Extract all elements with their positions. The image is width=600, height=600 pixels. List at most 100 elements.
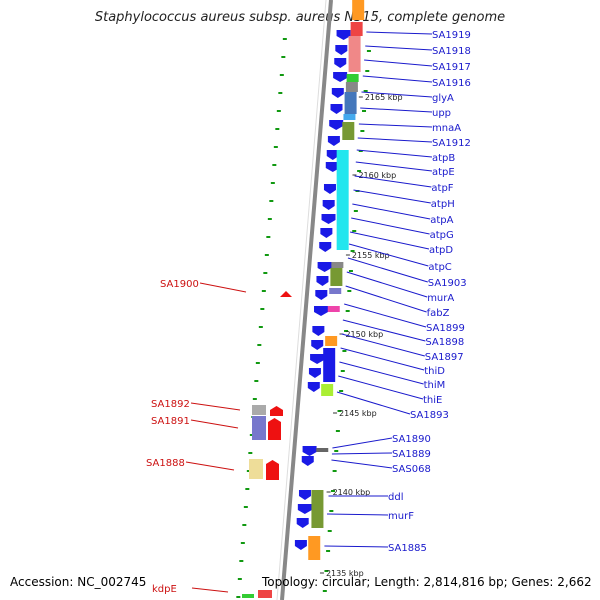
label-leader [351,217,430,235]
ring-dot [337,410,342,412]
ring-dot [353,210,358,212]
gene-label-forward: SA1889 [392,449,431,460]
ring-dot [249,434,254,436]
gene-label-reverse: SA1892 [151,399,190,410]
ring-dot [281,56,286,58]
label-leader [347,257,428,283]
kbp-label: 2140 kbp [333,488,371,497]
cog-block [327,306,340,312]
gene-arrow-forward [329,120,344,130]
ring-dot [366,50,371,52]
ring-dot [269,200,274,202]
gene-arrow-forward [296,518,309,528]
cog-block [321,384,334,396]
ring-dot [260,308,265,310]
gene-label-forward: atpB [432,153,455,164]
ring-dot [360,130,365,132]
ring-dot [365,70,370,72]
gene-label-forward: SA1893 [410,410,449,421]
ring-dot [267,218,272,220]
gene-label-forward: thiE [423,395,442,406]
gene-label-forward: upp [432,108,451,119]
map-title: Staphylococcus aureus subsp. aureus N315… [94,10,506,25]
label-leader [344,303,427,328]
label-leader [190,402,241,411]
ring-dot [263,272,268,274]
ring-dot [270,182,275,184]
label-leader [190,419,239,429]
label-leader [349,231,430,250]
cog-block [343,114,356,120]
gene-arrow-forward [323,184,336,194]
ring-dot [278,92,283,94]
gene-label-forward: atpA [430,215,453,226]
gene-arrow-forward [331,88,344,98]
gene-label-forward: glyA [432,93,454,104]
label-leader [345,285,427,313]
gene-label-reverse: SA1888 [146,458,185,469]
gene-arrow-forward [310,354,325,364]
label-leader [331,459,393,469]
genome-backbone [280,0,333,600]
gene-label-forward: atpH [431,199,455,210]
label-leader [361,91,433,98]
label-leader [362,75,433,83]
label-leader [331,452,393,455]
gene-label-forward: atpE [432,167,455,178]
gene-arrow-forward [335,45,348,55]
label-leader [324,545,389,548]
gene-arrow-forward [320,228,333,238]
gene-arrow-reverse [266,460,279,480]
cog-block [330,268,343,286]
ring-dot [273,146,278,148]
kbp-label: 2145 kbp [339,409,377,418]
cog-block [308,536,321,560]
gene-arrow-reverse [268,418,281,440]
cog-block [252,405,266,415]
cog-block [325,336,338,346]
label-leader [332,437,393,449]
cog-block [311,490,324,528]
gene-label-forward: SA1890 [392,434,431,445]
gene-label-forward: SA1898 [425,337,464,348]
gene-arrow-forward [336,30,351,40]
ring-dot [275,128,280,130]
ring-dot [326,550,331,552]
ring-dot [340,370,345,372]
kbp-label: 2155 kbp [352,251,390,260]
gene-arrow-forward [317,262,332,272]
label-leader [364,59,433,67]
kbp-label: 2150 kbp [345,330,383,339]
cog-block [331,262,344,268]
gene-label-forward: mnaA [432,123,461,134]
ring-dot [358,150,363,152]
gene-label-forward: ddl [388,492,403,503]
gene-arrow-forward [307,382,320,392]
ring-dot [345,310,350,312]
ring-dot [264,254,269,256]
ring-dot [334,450,339,452]
gene-arrow-forward [302,446,317,456]
ring-dot [279,74,284,76]
gene-label-forward: murA [427,293,454,304]
label-leader [365,45,433,51]
label-leader [353,189,431,204]
gene-arrow-forward [294,540,307,550]
gene-arrow-forward [325,162,340,172]
ring-dot [245,488,250,490]
cog-block [336,150,349,250]
ring-dot [335,430,340,432]
ring-dot [347,290,352,292]
cog-block [329,288,342,294]
cog-block [242,594,254,598]
ring-dot [282,38,287,40]
cog-block [323,348,336,382]
label-leader [191,587,229,593]
ring-dot [342,350,347,352]
label-leader [355,161,433,172]
cog-block [342,122,355,140]
cog-block [249,459,263,479]
kbp-label: 2135 kbp [326,569,364,578]
ring-dot [272,164,277,166]
ring-dot [248,452,253,454]
